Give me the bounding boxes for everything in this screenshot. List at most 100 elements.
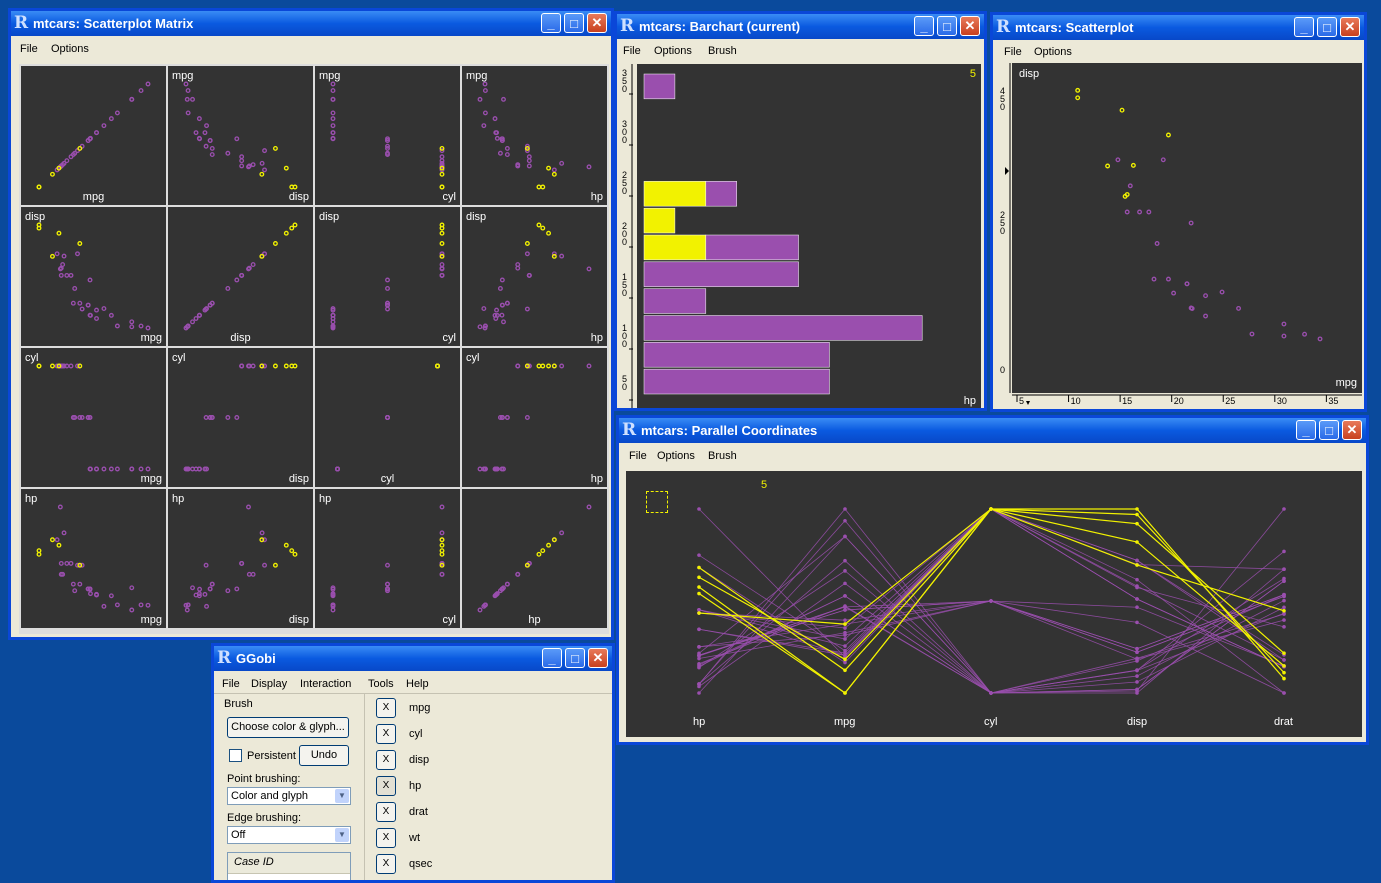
menu-brush[interactable]: Brush: [708, 45, 737, 57]
barchart-plot[interactable]: 5 hp: [637, 64, 981, 408]
pc-point: [1135, 577, 1139, 582]
variable-toggle[interactable]: X: [376, 828, 396, 848]
undo-button[interactable]: Undo: [299, 745, 349, 766]
y-tick-label: 0: [622, 331, 627, 341]
minimize-button[interactable]: _: [542, 648, 562, 668]
close-button[interactable]: ✕: [1342, 420, 1362, 440]
matrix-point: [183, 81, 189, 87]
matrix-titlebar[interactable]: R mtcars: Scatterplot Matrix _ □ ✕: [11, 11, 611, 36]
variable-toggle[interactable]: X: [376, 750, 396, 770]
bar: [705, 234, 799, 261]
ggobi-titlebar[interactable]: R GGobi _ □ ✕: [214, 646, 612, 671]
menu-options[interactable]: Options: [1034, 46, 1072, 58]
scatterplot-matrix-area[interactable]: mpg mpg disp mpg cyl mpg hp disp mpg disp disp cyl d…: [19, 64, 609, 634]
minimize-button[interactable]: _: [1296, 420, 1316, 440]
pc-line: [698, 535, 1285, 694]
x-tick-label: 10: [1071, 396, 1081, 406]
menu-options[interactable]: Options: [654, 45, 692, 57]
point: [1154, 241, 1160, 246]
maximize-button[interactable]: □: [565, 648, 585, 668]
matrix-point: [204, 603, 210, 609]
point: [1184, 281, 1190, 287]
point-brushing-select[interactable]: Color and glyph ▼: [227, 787, 351, 805]
matrix-point: [481, 306, 487, 312]
choose-color-glyph-button[interactable]: Choose color & glyph...: [227, 717, 349, 738]
scatter-titlebar[interactable]: R mtcars: Scatterplot _ □ ✕: [993, 15, 1364, 40]
matrix-point: [202, 591, 208, 597]
matrix-cell-ylabel: disp: [25, 211, 45, 223]
variable-toggle[interactable]: X: [376, 724, 396, 744]
pc-line: [698, 520, 1285, 694]
barchart-titlebar[interactable]: R mtcars: Barchart (current) _ □ ✕: [617, 14, 984, 39]
pc-point: [1135, 620, 1139, 625]
matrix-point: [234, 586, 240, 592]
matrix-point: [94, 591, 99, 597]
matrix-point: [385, 581, 390, 587]
matrix-point: [50, 363, 55, 369]
matrix-point: [524, 148, 530, 154]
menu-tools[interactable]: Tools: [368, 678, 394, 690]
menu-interaction[interactable]: Interaction: [300, 678, 352, 690]
menu-file[interactable]: File: [222, 678, 240, 690]
variable-row: X mpg: [374, 698, 574, 720]
pc-point: [1282, 576, 1286, 581]
close-button[interactable]: ✕: [587, 13, 607, 33]
matrix-point: [234, 136, 240, 142]
case-id-header[interactable]: Case ID: [228, 853, 350, 874]
scatter-plot[interactable]: disp mpg: [1012, 63, 1362, 393]
parallel-plot[interactable]: 5 hp mpg cyl disp drat: [626, 471, 1362, 737]
maximize-button[interactable]: □: [564, 13, 584, 33]
menu-file[interactable]: File: [1004, 46, 1022, 58]
variable-toggle[interactable]: X: [376, 854, 396, 874]
menu-options[interactable]: Options: [51, 43, 89, 55]
pc-point: [843, 622, 847, 626]
variable-toggle[interactable]: X: [376, 802, 396, 822]
pc-point: [697, 591, 701, 596]
close-button[interactable]: ✕: [1340, 17, 1360, 37]
maximize-button[interactable]: □: [1319, 420, 1339, 440]
menu-file[interactable]: File: [20, 43, 38, 55]
case-id-list[interactable]: Case ID: [227, 852, 351, 880]
persistent-checkbox[interactable]: [229, 749, 242, 762]
matrix-point: [499, 302, 505, 308]
matrix-point: [129, 466, 135, 472]
bar: [643, 288, 707, 314]
menu-file[interactable]: File: [623, 45, 641, 57]
matrix-point: [439, 154, 445, 160]
close-button[interactable]: ✕: [588, 648, 608, 668]
matrix-point: [85, 302, 91, 308]
menu-file[interactable]: File: [629, 450, 647, 462]
variable-toggle[interactable]: X: [376, 776, 396, 796]
matrix-point: [499, 466, 505, 472]
pc-point: [843, 691, 847, 695]
menu-help[interactable]: Help: [406, 678, 429, 690]
y-tick-label: 0: [622, 84, 627, 94]
menu-brush[interactable]: Brush: [708, 450, 737, 462]
maximize-button[interactable]: □: [937, 16, 957, 36]
matrix-point: [504, 581, 510, 587]
variable-toggle[interactable]: X: [376, 698, 396, 718]
menu-display[interactable]: Display: [251, 678, 288, 690]
maximize-icon: □: [571, 650, 579, 666]
point-brushed: [1075, 95, 1081, 101]
brush-rectangle[interactable]: [646, 491, 668, 513]
pc-point: [843, 633, 847, 637]
y-tick-label: 5: [1000, 218, 1005, 228]
close-button[interactable]: ✕: [960, 16, 980, 36]
menu-options[interactable]: Options: [657, 450, 695, 462]
minimize-button[interactable]: _: [1294, 17, 1314, 37]
minimize-button[interactable]: _: [541, 13, 561, 33]
edge-brushing-select[interactable]: Off ▼: [227, 826, 351, 844]
y-tick-label: 0: [1000, 226, 1005, 236]
matrix-point: [262, 148, 267, 154]
matrix-point: [385, 415, 390, 420]
minimize-button[interactable]: _: [914, 16, 934, 36]
matrix-point: [207, 586, 213, 592]
y-tick-label: 5: [622, 280, 627, 290]
matrix-point: [54, 537, 60, 543]
maximize-button[interactable]: □: [1317, 17, 1337, 37]
matrix-point: [190, 96, 195, 102]
matrix-point: [439, 171, 445, 177]
parallel-titlebar[interactable]: R mtcars: Parallel Coordinates _ □ ✕: [619, 418, 1366, 443]
matrix-cell-xlabel: hp: [591, 473, 603, 485]
